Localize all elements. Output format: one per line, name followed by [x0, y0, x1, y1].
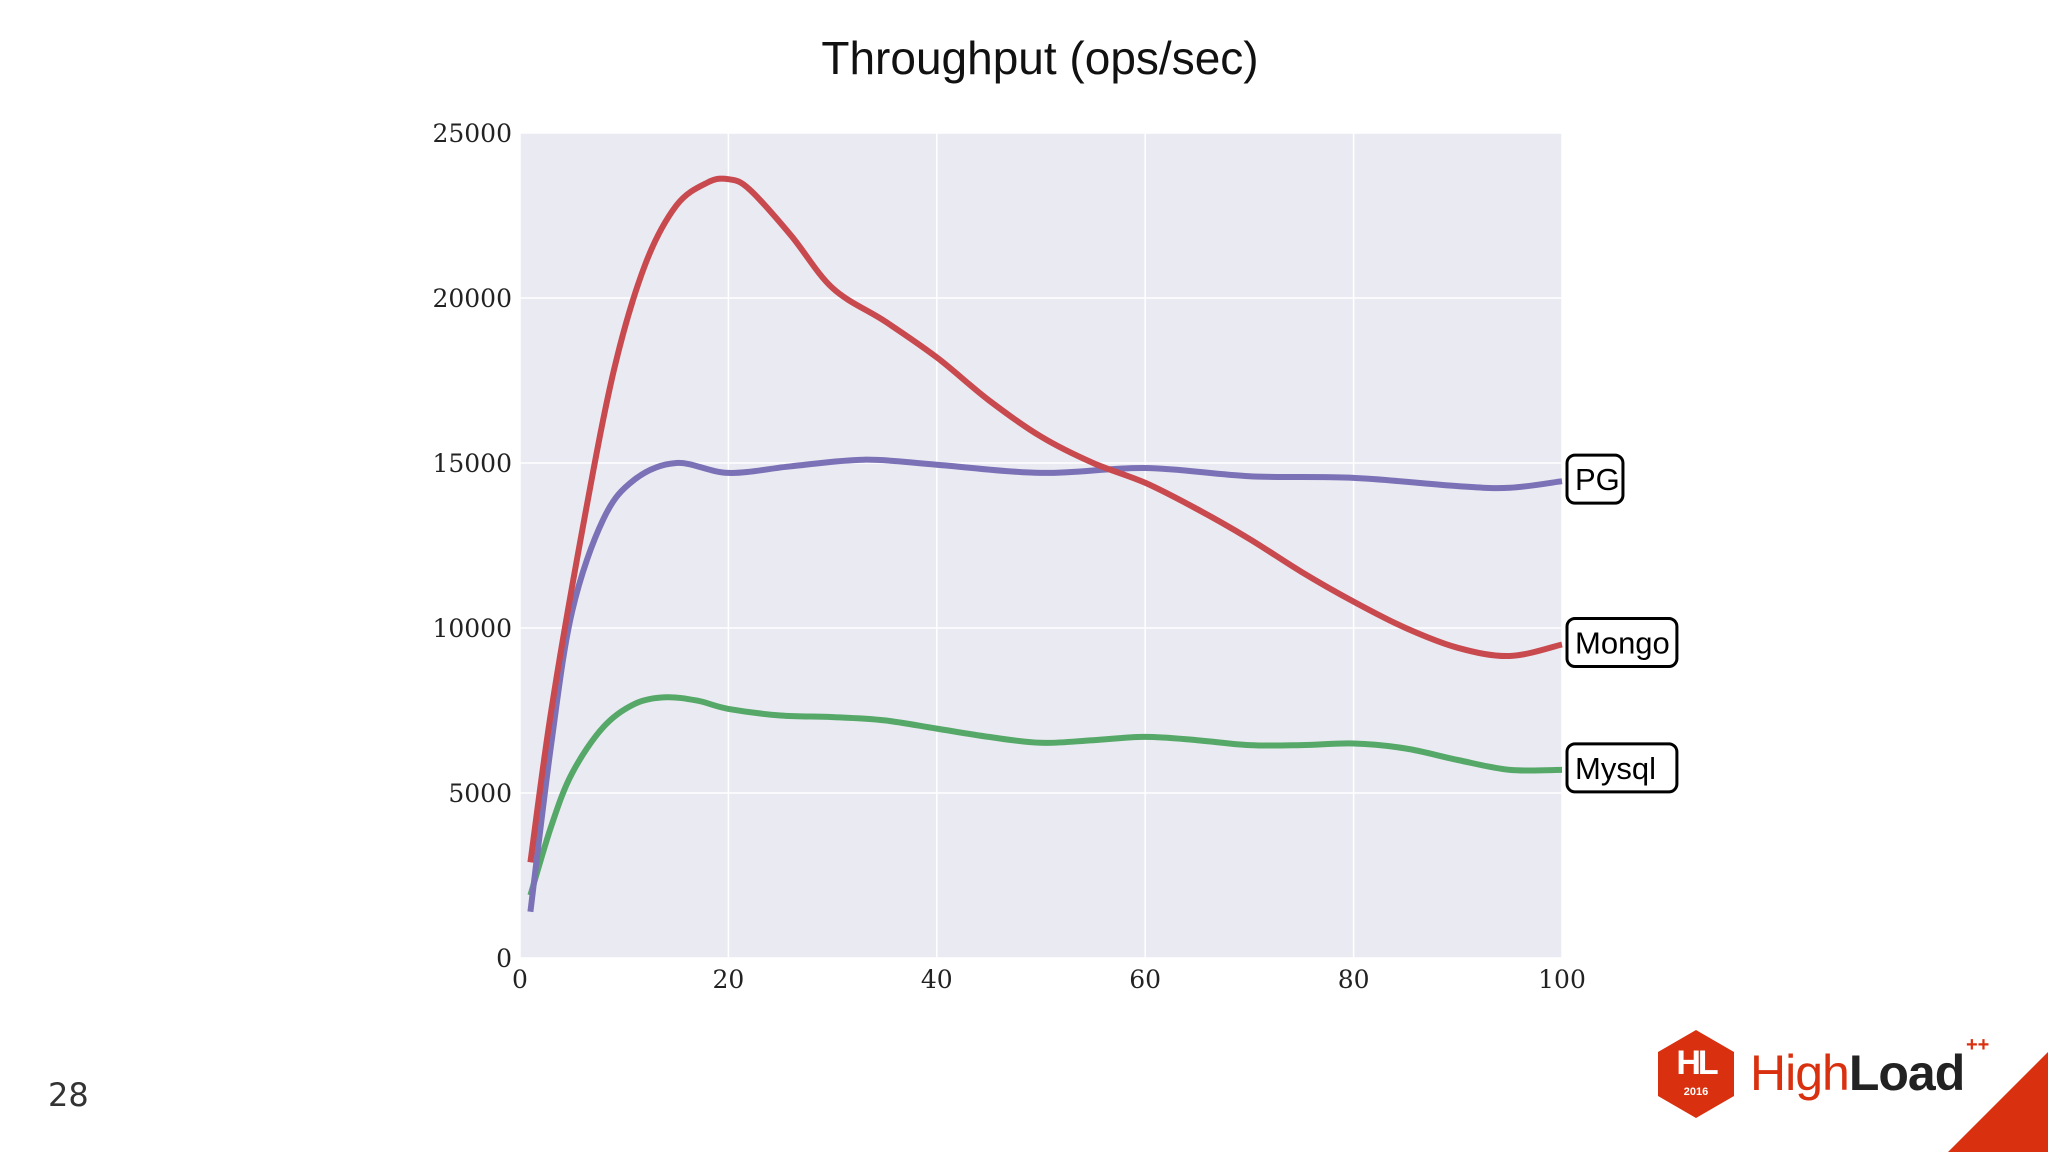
- hexagon-logo-icon: [1658, 1030, 1734, 1118]
- tick-labels: 0 20 40 60 80 100 0 5000 10000 15000 20000 25000: [432, 119, 1585, 994]
- y-tick-label: 5000: [448, 779, 512, 808]
- y-tick-label: 20000: [432, 284, 512, 313]
- chart-title: Throughput (ops/sec): [821, 32, 1258, 84]
- series-label-mysql: Mysql: [1565, 742, 1679, 794]
- series-lines: [527, 175, 1563, 913]
- series-label-text: Mongo: [1575, 626, 1670, 661]
- x-tick-label: 20: [712, 965, 744, 994]
- x-tick-label: 60: [1129, 965, 1161, 994]
- series-label-box: [1565, 617, 1679, 668]
- y-tick-label: 15000: [432, 449, 512, 478]
- plot-area: [520, 133, 1562, 958]
- series-line-mongo: [527, 175, 1563, 863]
- series-label-box: [1565, 453, 1625, 505]
- series-label-box: [1565, 742, 1679, 794]
- x-tick-label: 0: [512, 965, 528, 994]
- grid: [519, 132, 1563, 959]
- series-labels: PG Mongo Mysql: [1565, 453, 1679, 794]
- series-label-mongo: Mongo: [1565, 617, 1679, 668]
- logo-wordmark: HighLoad: [1750, 1044, 1965, 1102]
- x-tick-label: 80: [1338, 965, 1370, 994]
- highload-logo: HL 2016 HighLoad ++: [1656, 1028, 2006, 1118]
- series-label-text: PG: [1575, 462, 1620, 497]
- x-tick-label: 100: [1538, 965, 1586, 994]
- series-label-pg: PG: [1565, 453, 1625, 505]
- logo-mark-text: HL: [1676, 1044, 1718, 1082]
- y-tick-label: 0: [496, 944, 512, 973]
- logo-high-text: High: [1750, 1045, 1850, 1101]
- y-tick-label: 25000: [432, 119, 512, 148]
- x-tick-label: 40: [921, 965, 953, 994]
- series-line-pg: [527, 456, 1563, 913]
- logo-load-text: Load: [1848, 1045, 1965, 1101]
- series-line-mysql: [527, 694, 1563, 897]
- logo-plus-text: ++: [1966, 1034, 1990, 1056]
- y-tick-label: 10000: [432, 614, 512, 643]
- slide-number: 28: [48, 1076, 89, 1114]
- series-label-text: Mysql: [1575, 751, 1656, 786]
- logo-year: 2016: [1683, 1086, 1709, 1098]
